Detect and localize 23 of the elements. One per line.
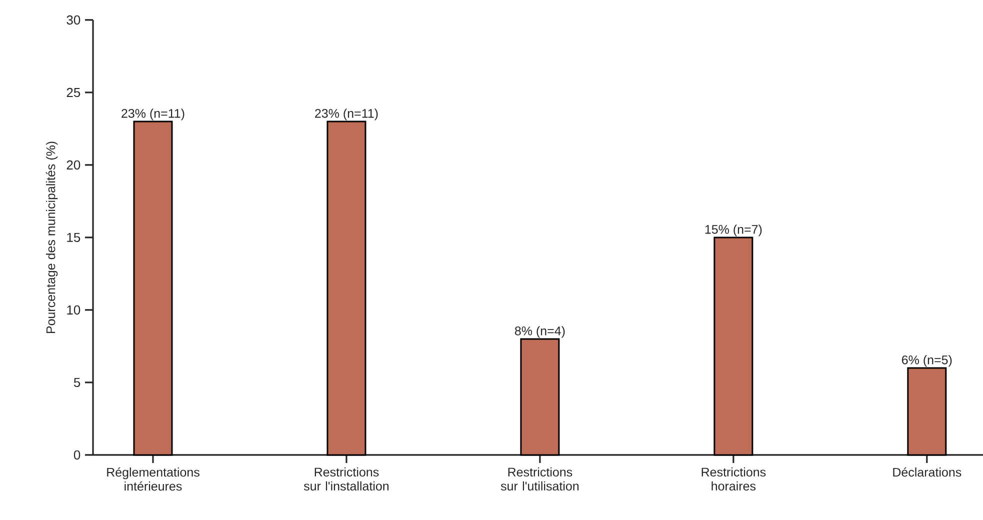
x-tick-label: Déclarations [893,467,962,477]
y-tick-label: 25 [66,88,80,98]
y-tick-label: 30 [66,15,80,25]
bar [714,236,754,456]
y-tick-label: 0 [74,450,80,460]
x-tick-label: Réglementations intérieures [107,467,200,491]
data-label: 23% (n=11) [122,108,184,120]
bar [520,338,560,456]
bar [326,120,366,456]
bar [133,120,173,456]
data-label: 6% (n=5) [902,355,952,367]
x-tick-label: Restrictions sur l'installation [304,467,389,491]
y-axis-title: Pourcentage des municipalités (%) [46,142,58,334]
y-tick-label: 15 [67,232,80,242]
y-tick-label: 10 [67,305,80,315]
bar [907,367,947,456]
x-tick-label: Restrictions horaires [702,467,766,491]
data-label: 8% (n=4) [514,326,565,338]
y-tick-label: 20 [66,160,80,170]
data-label: 23% (n=11) [315,108,378,120]
x-tick-label: Restrictions sur l'utilisation [500,467,579,491]
data-label: 15% (n=7) [705,224,762,236]
y-tick-label: 5 [74,378,80,388]
